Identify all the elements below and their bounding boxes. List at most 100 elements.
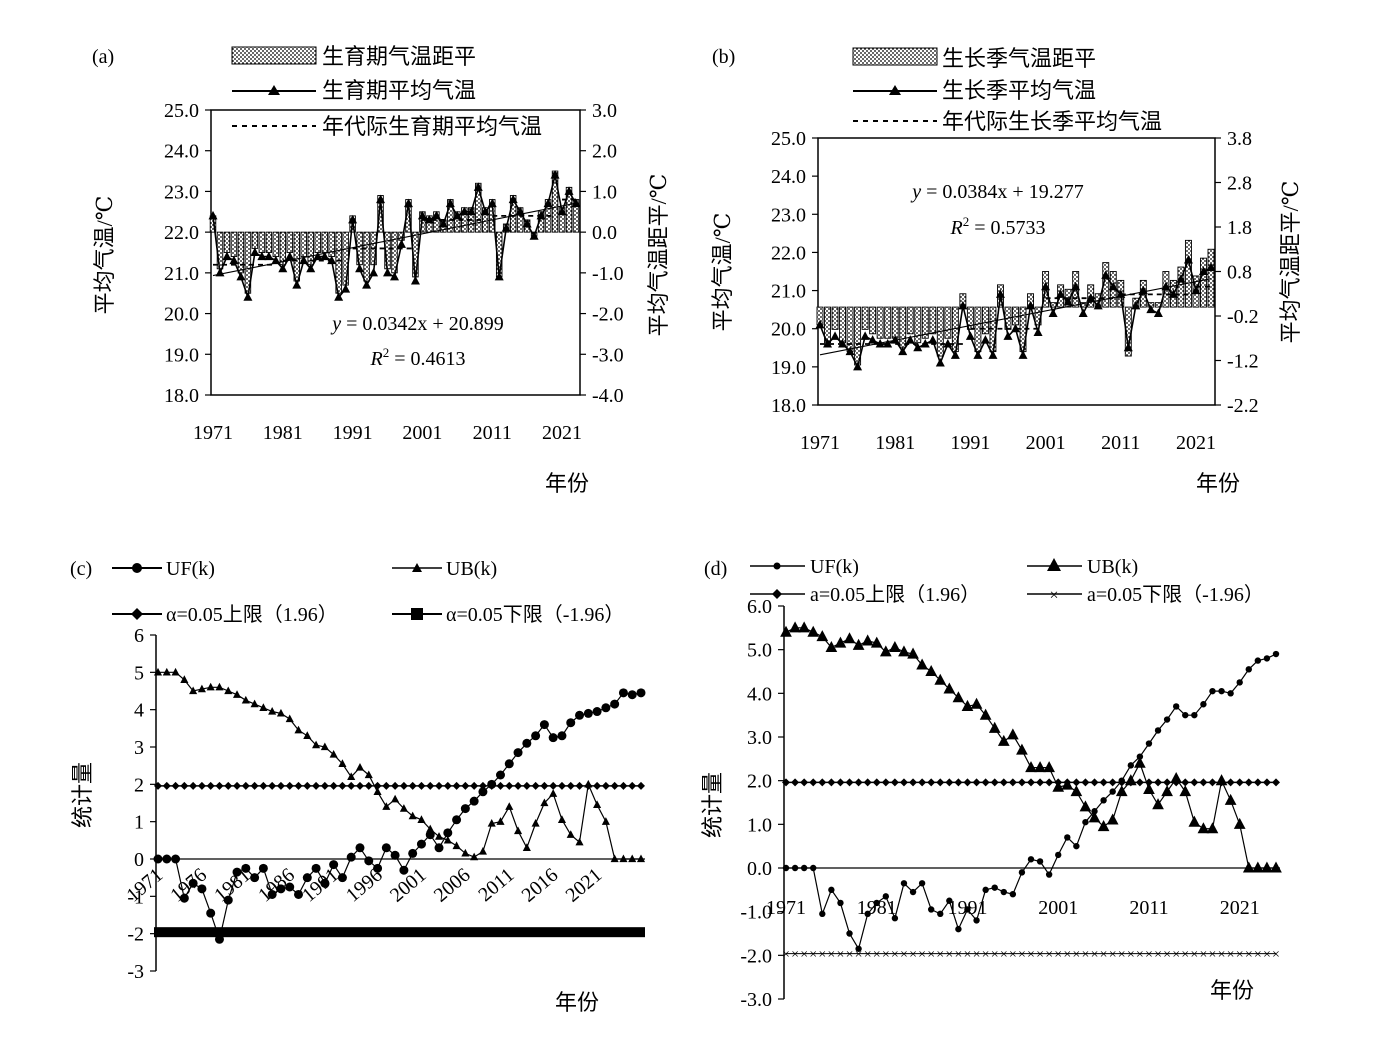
- lower-limit-marker: ×: [1100, 948, 1108, 963]
- upper-limit-marker: [1135, 778, 1144, 787]
- ub-point: [1016, 743, 1028, 755]
- upper-limit-marker: [154, 781, 162, 790]
- ub-point: [1143, 782, 1155, 794]
- mean-temperature-point: [913, 342, 923, 352]
- lower-limit-marker: ×: [1209, 948, 1217, 963]
- x-tick-label: 2016: [518, 864, 563, 907]
- panel-c-xlabel: 年份: [555, 990, 599, 1015]
- mean-temperature-point: [529, 231, 539, 240]
- mean-temperature-point: [905, 335, 915, 344]
- ub-point: [997, 734, 1010, 746]
- mean-temperature-point: [383, 267, 393, 277]
- lower-limit-marker: ×: [782, 948, 790, 963]
- lower-limit-marker: ×: [927, 948, 935, 963]
- legend-b-mean: 生长季平均气温: [942, 78, 1096, 103]
- lower-limit-marker: ×: [855, 948, 863, 963]
- x-tick-label: 2001: [402, 422, 442, 444]
- legend-triangle-marker: [1047, 558, 1061, 571]
- ub-point: [907, 647, 919, 659]
- legend-circle-marker: [773, 562, 781, 570]
- uf-point: [364, 856, 374, 866]
- mean-temperature-point: [823, 338, 833, 348]
- upper-limit-marker: [791, 778, 800, 787]
- uf-point: [548, 733, 558, 743]
- mean-temperature-point: [995, 289, 1005, 298]
- lower-limit-marker: ×: [973, 948, 981, 963]
- mean-temperature-point: [1123, 342, 1133, 352]
- uf-point: [320, 878, 330, 888]
- ub-point: [1061, 778, 1074, 790]
- upper-limit-marker: [382, 781, 391, 790]
- lower-limit-marker: ×: [800, 948, 808, 963]
- ub-point: [1007, 728, 1019, 740]
- mean-temperature-point: [480, 206, 490, 216]
- y2-tick-label: -2.2: [1227, 395, 1259, 417]
- ub-point: [1025, 761, 1037, 773]
- lower-limit-marker: ×: [964, 948, 972, 963]
- panel-a: (a) 生育期气温距平 生育期平均气温 年代际生育期平均气温 18.0 19.0 2…: [92, 44, 671, 496]
- mean-temperature-point: [950, 350, 960, 359]
- lower-limit-marker: ×: [1199, 948, 1207, 963]
- lower-limit-marker: ×: [1227, 948, 1235, 963]
- lower-limit-marker: ×: [982, 948, 990, 963]
- x-tick-label: 1981: [875, 432, 915, 454]
- lower-limit-marker: ×: [791, 948, 799, 963]
- anomaly-bar: [884, 306, 892, 339]
- uf-point: [1009, 891, 1017, 898]
- mean-temperature-point: [334, 292, 344, 301]
- uf-point: [601, 703, 611, 713]
- uf-point: [900, 880, 908, 887]
- y2-tick-label: 3.0: [592, 100, 617, 122]
- ub-point: [514, 826, 523, 835]
- ub-point: [575, 837, 584, 846]
- y-tick-label: 24.0: [164, 141, 199, 163]
- upper-limit-marker: [1027, 778, 1035, 787]
- anomaly-bar: [363, 231, 370, 282]
- mean-temperature-point: [445, 198, 455, 208]
- legend-d-lower: a=0.05下限（-1.96）: [1087, 583, 1264, 606]
- uf-point: [302, 873, 312, 883]
- uf-point: [258, 863, 268, 873]
- anomaly-bar: [929, 306, 937, 335]
- y2-tick-label: -0.2: [1227, 306, 1259, 328]
- ub-point: [470, 852, 479, 861]
- mean-temperature-point: [1198, 266, 1208, 275]
- legend-triangle-marker: [889, 85, 901, 95]
- upper-limit-marker: [637, 781, 645, 790]
- lower-limit-marker: ×: [809, 948, 817, 963]
- ub-point: [452, 841, 461, 850]
- panel-d-xlabel: 年份: [1210, 978, 1254, 1003]
- lower-limit-marker: ×: [1027, 948, 1035, 963]
- upper-limit-marker: [557, 781, 566, 790]
- ub-point: [382, 802, 391, 810]
- panel-b-label: (b): [712, 46, 735, 68]
- ub-point: [1115, 785, 1128, 797]
- legend-a-decadal: 年代际生育期平均气温: [322, 114, 542, 139]
- mean-temperature-point: [355, 263, 365, 273]
- ub-point: [347, 772, 356, 781]
- upper-limit-marker: [294, 781, 303, 790]
- y-tick-label: -2.0: [740, 945, 772, 967]
- y2-tick-label: 0.0: [592, 222, 617, 244]
- lower-limit-marker: ×: [1127, 948, 1135, 963]
- ub-point: [1052, 780, 1065, 792]
- uf-point: [592, 707, 602, 717]
- ub-point: [487, 819, 496, 827]
- mean-temperature-point: [965, 331, 975, 340]
- ub-point: [780, 625, 792, 637]
- ub-point: [478, 847, 487, 855]
- mean-temperature-point: [299, 255, 309, 265]
- mean-temperature-point: [1138, 285, 1148, 295]
- ub-point: [443, 835, 452, 844]
- legend-square-marker: [411, 608, 423, 620]
- uf-point: [452, 815, 462, 825]
- ub-point: [593, 800, 602, 809]
- y2-tick-label: -3.0: [592, 344, 624, 366]
- y-tick-label: 5: [134, 662, 144, 684]
- uf-point: [864, 910, 871, 918]
- mean-temperature-point: [459, 206, 469, 216]
- uf-point: [478, 787, 488, 797]
- upper-limit-marker: [443, 781, 452, 790]
- lower-limit-marker: ×: [936, 948, 944, 963]
